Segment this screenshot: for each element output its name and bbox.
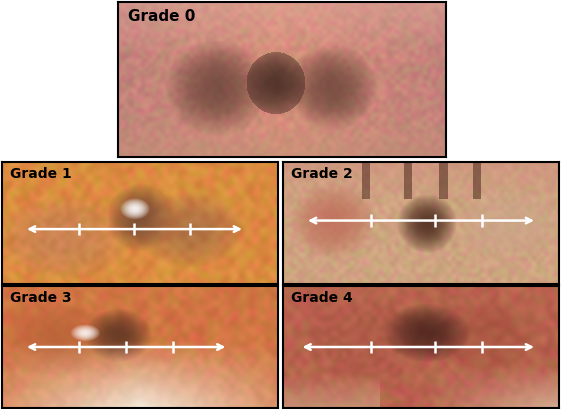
Text: Grade 3: Grade 3 bbox=[10, 290, 72, 304]
Text: Grade 1: Grade 1 bbox=[10, 166, 72, 180]
Text: Grade 0: Grade 0 bbox=[128, 9, 195, 24]
Text: Grade 4: Grade 4 bbox=[291, 290, 353, 304]
Text: Grade 2: Grade 2 bbox=[291, 166, 353, 180]
